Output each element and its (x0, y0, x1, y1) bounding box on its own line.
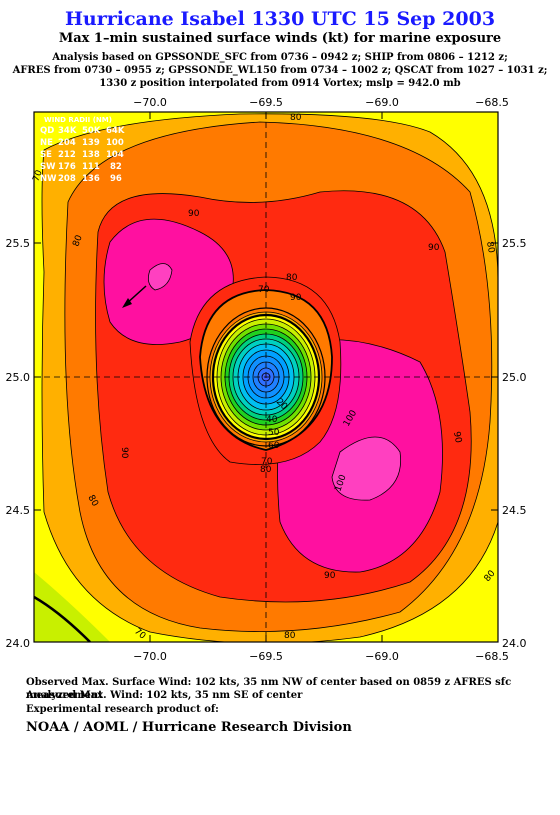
wind-radii-cell: 204 (58, 138, 76, 148)
lon-tick-label: −69.0 (365, 96, 399, 109)
observed-max-wind-arrow (122, 285, 147, 308)
analyzed-max-wind-note: Analyzed Max. Wind: 102 kts, 35 nm SE of… (26, 690, 303, 701)
contour-label: 40 (266, 415, 278, 425)
lon-tick-label: −69.0 (365, 650, 399, 663)
page-subtitle: Max 1–min sustained surface winds (kt) f… (58, 31, 502, 46)
wind-radii-col-qd: QD (40, 126, 54, 136)
lon-axis-bottom: −70.0 −69.5 −69.0 −68.5 (133, 650, 509, 663)
lat-tick-label: 25.5 (502, 237, 527, 250)
lat-tick-label: 25.5 (6, 237, 31, 250)
wind-radii-cell: 176 (58, 162, 76, 172)
contour-label: 80 (286, 273, 298, 283)
lat-axis-right: 24.0 24.5 25.0 25.5 (502, 237, 527, 650)
wind-radii-col-64k: 64K (106, 126, 125, 136)
observed-max-wind-note: Observed Max. Surface Wind: 102 kts, 35 … (26, 677, 512, 701)
wind-radii-cell: 104 (106, 150, 124, 160)
research-product-note: Experimental research product of: (26, 704, 219, 715)
contour-label: 50 (268, 428, 280, 438)
contour-label: 80 (290, 113, 302, 123)
lon-tick-label: −69.5 (249, 650, 283, 663)
wind-radii-cell: 212 (58, 150, 76, 160)
contour-label: 70 (31, 169, 44, 183)
page-title: Hurricane Isabel 1330 UTC 15 Sep 2003 (64, 8, 496, 30)
wind-radii-cell: 139 (82, 138, 100, 148)
contour-label: 80 (484, 241, 496, 254)
lat-tick-label: 24.0 (502, 637, 527, 650)
wind-radii-cell: 96 (110, 174, 122, 184)
lon-tick-label: −70.0 (133, 96, 167, 109)
contour-label: 90 (290, 293, 302, 303)
analysis-info-line-1: Analysis based on GPSSONDE_SFC from 0736… (52, 52, 508, 63)
lat-tick-label: 25.0 (502, 371, 527, 384)
wind-contour-field (34, 112, 498, 642)
contour-label: 80 (260, 465, 272, 475)
wind-radii-cell: 136 (82, 174, 100, 184)
lat-tick-label: 24.5 (502, 504, 527, 517)
contour-label: 90 (451, 431, 463, 444)
organization-name: NOAA / AOML / Hurricane Research Divisio… (26, 720, 352, 735)
wind-analysis-map: 80 90 80 90 80 70 80 90 100 90 80 90 80 … (6, 96, 527, 663)
wind-radii-header: WIND RADII (NM) (44, 116, 112, 124)
contour-label: 70 (261, 457, 273, 467)
contour-label: 70 (258, 285, 270, 295)
contour-label: 90 (428, 243, 440, 253)
wind-radii-cell: 111 (82, 162, 100, 172)
wind-radii-cell: NW (40, 174, 57, 184)
lon-axis-top: −70.0 −69.5 −69.0 −68.5 (133, 96, 509, 109)
lon-tick-label: −69.5 (249, 96, 283, 109)
analysis-info-line-3: 1330 z position interpolated from 0914 V… (99, 78, 461, 89)
analysis-info-line-2: AFRES from 0730 – 0955 z; GPSSONDE_WL150… (12, 65, 548, 76)
lon-tick-label: −68.5 (475, 96, 509, 109)
low-wind-region (34, 572, 110, 642)
wind-radii-cell: SE (40, 150, 52, 160)
wind-max-region-nw (147, 263, 173, 291)
wind-radii-col-50k: 50K (82, 126, 101, 136)
lat-tick-label: 25.0 (6, 371, 31, 384)
wind-radii-cell: NE (40, 138, 53, 148)
lon-tick-label: −70.0 (133, 650, 167, 663)
contour-label: 90 (188, 209, 200, 219)
contour-label: 60 (268, 441, 280, 451)
wind-radii-table: WIND RADII (NM) QD 34K 50K 64K NE 204 13… (40, 116, 125, 184)
contour-label: 90 (324, 571, 336, 581)
wind-radii-cell: 208 (58, 174, 76, 184)
contour-label: 90 (119, 447, 129, 459)
contour-label: 80 (284, 631, 296, 641)
wind-radii-cell: 100 (106, 138, 124, 148)
axis-ticks (34, 112, 499, 643)
lat-tick-label: 24.0 (6, 637, 31, 650)
wind-max-region-se (331, 436, 402, 501)
wind-radii-col-34k: 34K (58, 126, 77, 136)
contour-label: 80 (71, 234, 84, 248)
wind-radii-cell: 138 (82, 150, 100, 160)
lat-tick-label: 24.5 (6, 504, 31, 517)
lon-tick-label: −68.5 (475, 650, 509, 663)
lat-axis-left: 24.0 24.5 25.0 25.5 (6, 237, 31, 650)
wind-radii-cell: SW (40, 162, 56, 172)
wind-radii-cell: 82 (110, 162, 122, 172)
